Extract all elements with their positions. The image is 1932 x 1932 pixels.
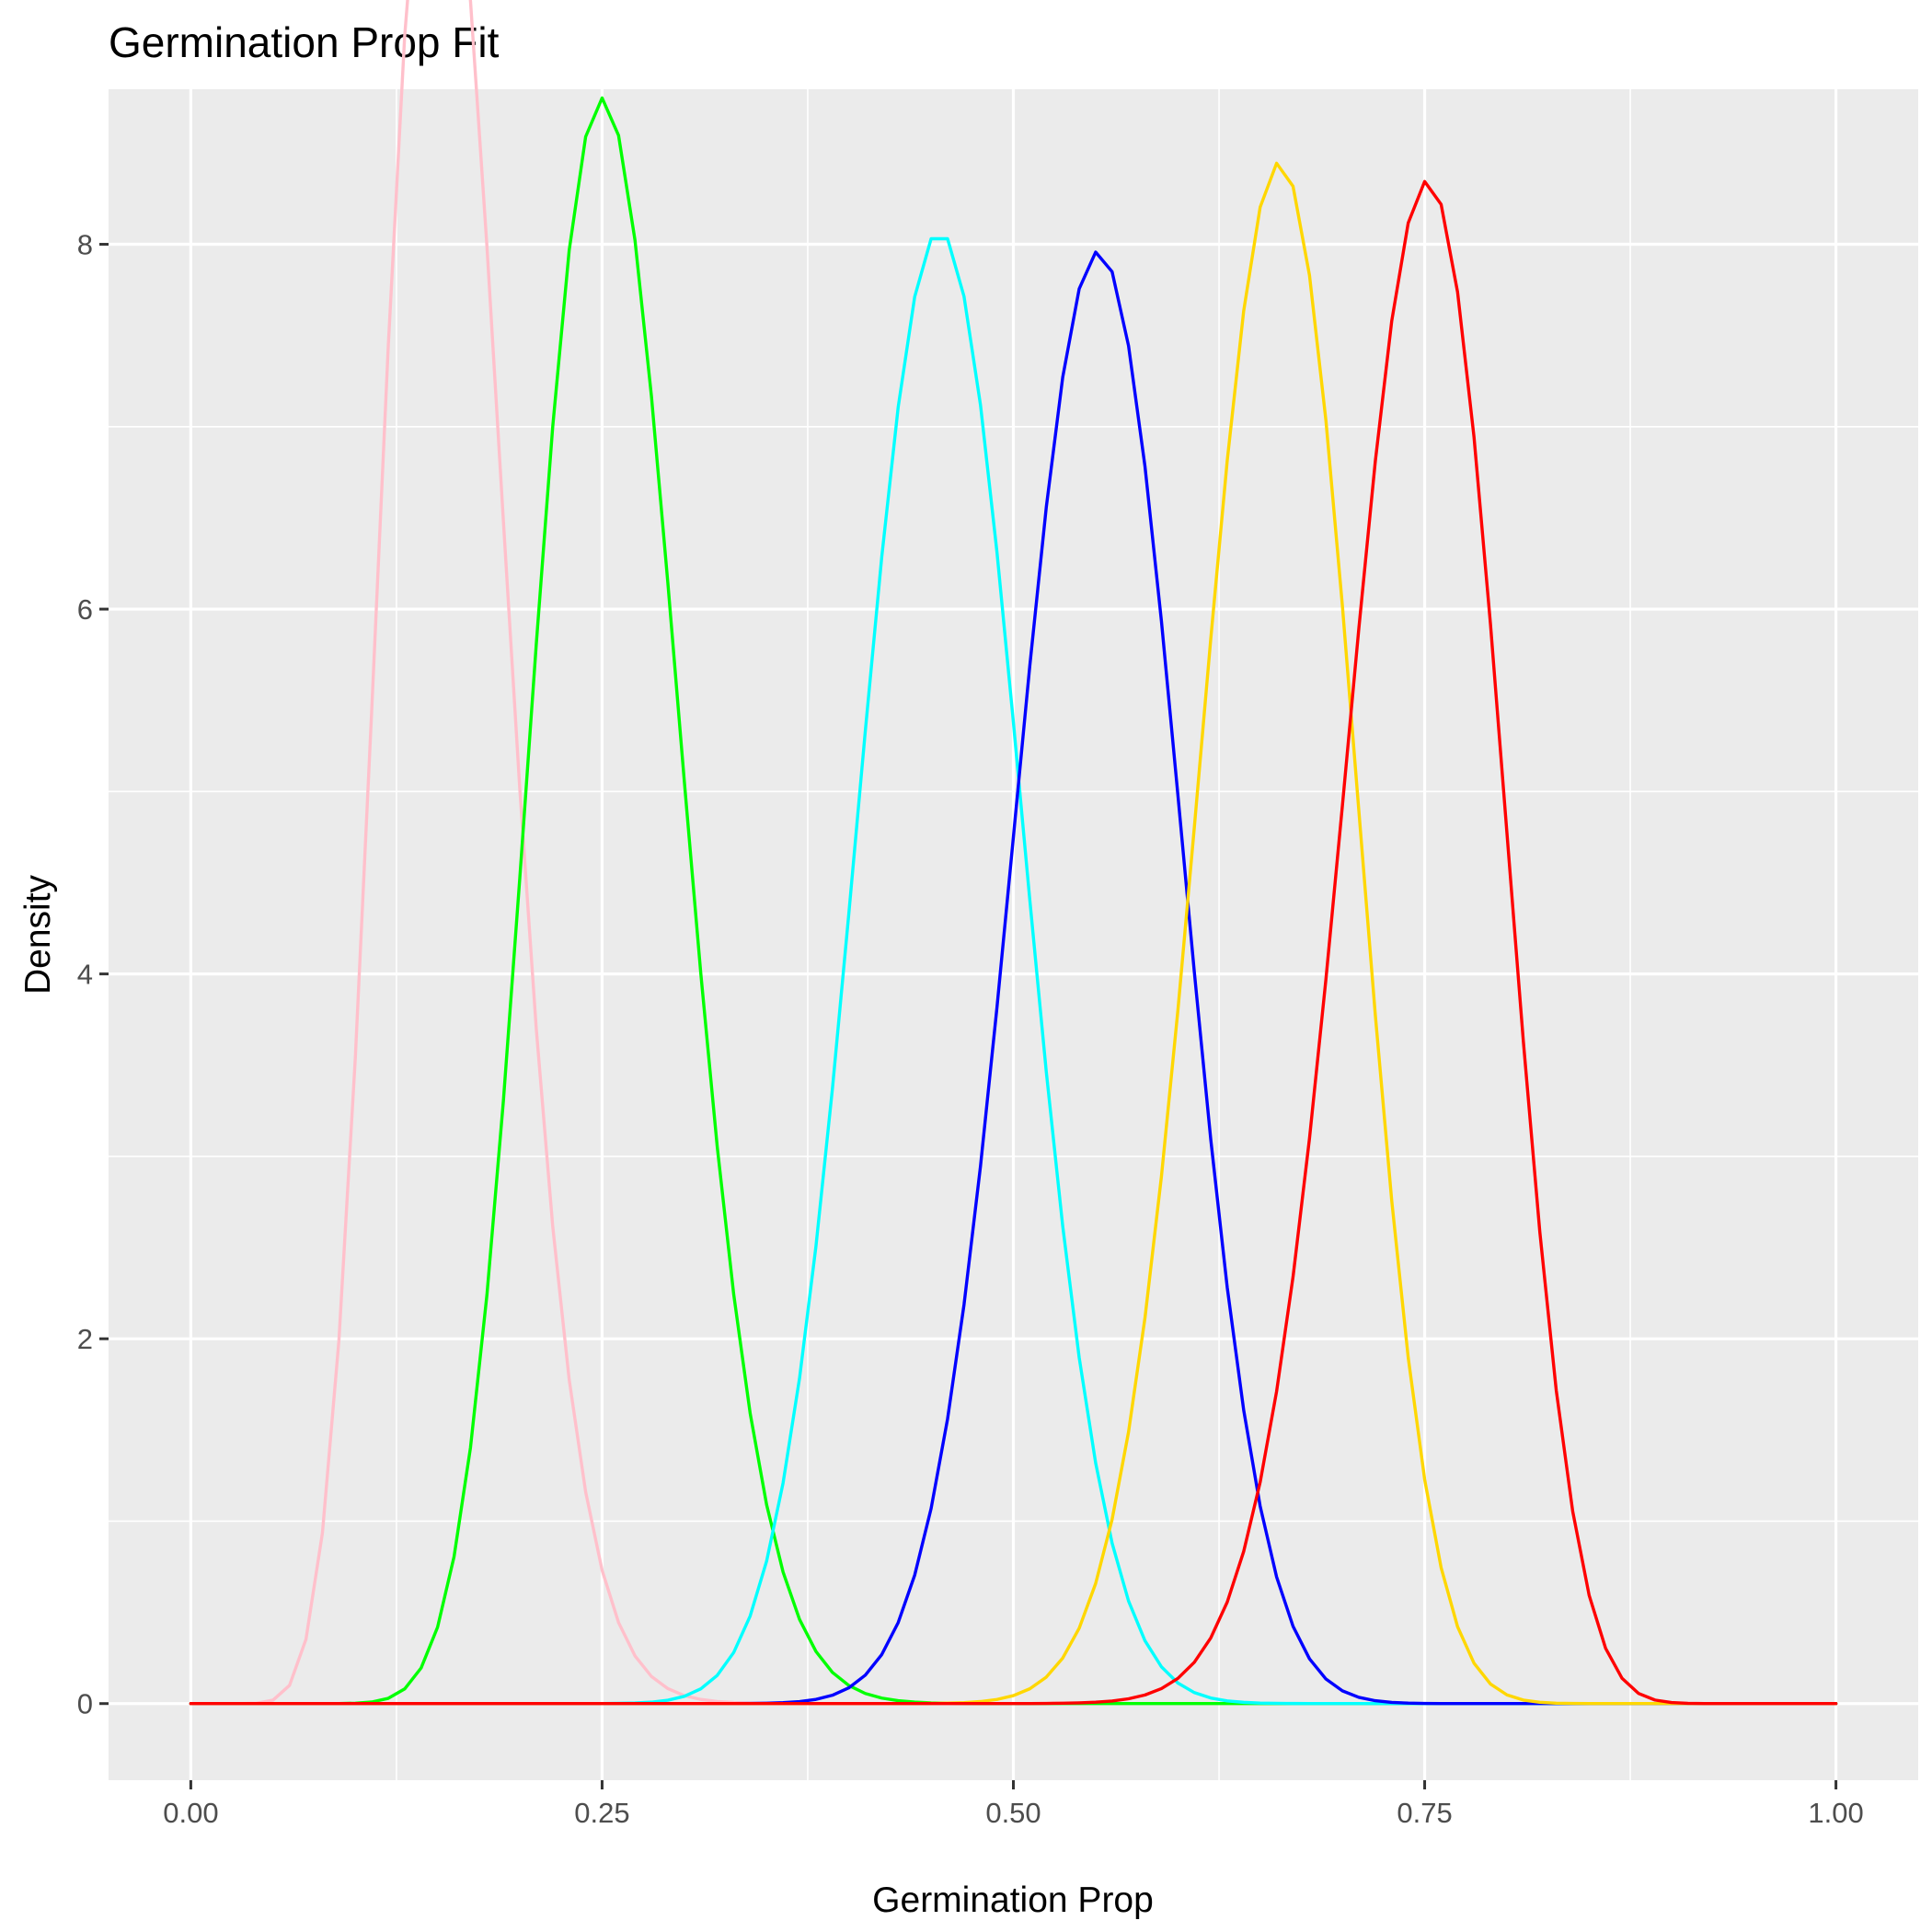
x-tick-label: 0.25 <box>574 1797 629 1829</box>
y-tick-label: 2 <box>77 1323 93 1355</box>
y-tick-label: 6 <box>77 593 93 626</box>
y-tick-label: 8 <box>77 229 93 261</box>
x-tick-label: 1.00 <box>1808 1797 1863 1829</box>
x-axis-ticks: 0.00 0.25 0.50 0.75 1.00 <box>163 1780 1864 1829</box>
y-tick-label: 4 <box>77 959 93 991</box>
density-curves <box>189 0 1838 1706</box>
y-tick-label: 0 <box>77 1688 93 1720</box>
x-tick-label: 0.00 <box>163 1797 218 1829</box>
y-axis-title: Density <box>18 874 58 995</box>
x-tick-label: 0.75 <box>1397 1797 1452 1829</box>
x-tick-label: 0.50 <box>985 1797 1041 1829</box>
density-curve <box>189 179 1838 1706</box>
x-axis-title: Germination Prop <box>872 1880 1154 1920</box>
chart-title: Germination Prop Fit <box>109 18 500 66</box>
y-axis-ticks: 0 2 4 6 8 <box>77 229 109 1720</box>
